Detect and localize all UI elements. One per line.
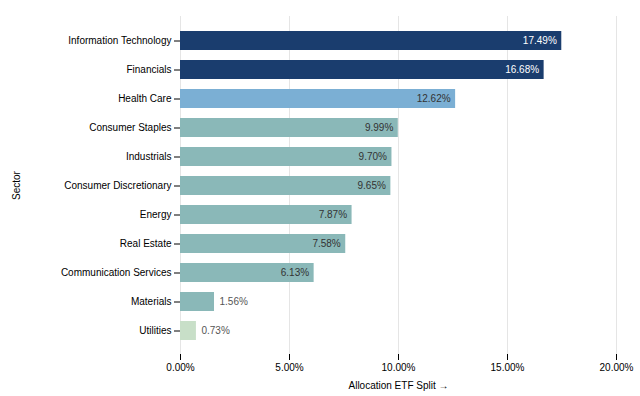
svg-text:Real Estate: Real Estate	[120, 238, 172, 249]
svg-text:Sector: Sector	[11, 170, 22, 200]
svg-text:15.00%: 15.00%	[491, 362, 525, 373]
svg-text:Financials: Financials	[126, 64, 171, 75]
svg-text:6.13%: 6.13%	[281, 267, 309, 278]
svg-text:17.49%: 17.49%	[523, 35, 557, 46]
svg-text:Energy: Energy	[140, 209, 172, 220]
svg-text:16.68%: 16.68%	[505, 64, 539, 75]
svg-text:1.56%: 1.56%	[220, 296, 248, 307]
svg-text:9.70%: 9.70%	[359, 151, 387, 162]
svg-text:Communication Services: Communication Services	[61, 267, 172, 278]
svg-text:Consumer Discretionary: Consumer Discretionary	[64, 180, 171, 191]
svg-text:0.00%: 0.00%	[166, 362, 194, 373]
svg-text:Industrials: Industrials	[126, 151, 172, 162]
svg-text:0.73%: 0.73%	[201, 325, 229, 336]
svg-text:12.62%: 12.62%	[417, 93, 451, 104]
svg-text:Utilities: Utilities	[139, 325, 171, 336]
svg-text:20.00%: 20.00%	[600, 362, 634, 373]
svg-text:Allocation ETF Split →: Allocation ETF Split →	[348, 380, 448, 391]
svg-text:7.87%: 7.87%	[319, 209, 347, 220]
svg-text:Information Technology: Information Technology	[68, 35, 171, 46]
svg-text:9.99%: 9.99%	[365, 122, 393, 133]
svg-text:5.00%: 5.00%	[275, 362, 303, 373]
svg-text:Consumer Staples: Consumer Staples	[89, 122, 171, 133]
svg-text:Materials: Materials	[131, 296, 172, 307]
svg-text:9.65%: 9.65%	[358, 180, 386, 191]
svg-text:Health Care: Health Care	[118, 93, 172, 104]
svg-text:7.58%: 7.58%	[312, 238, 340, 249]
svg-text:10.00%: 10.00%	[382, 362, 416, 373]
